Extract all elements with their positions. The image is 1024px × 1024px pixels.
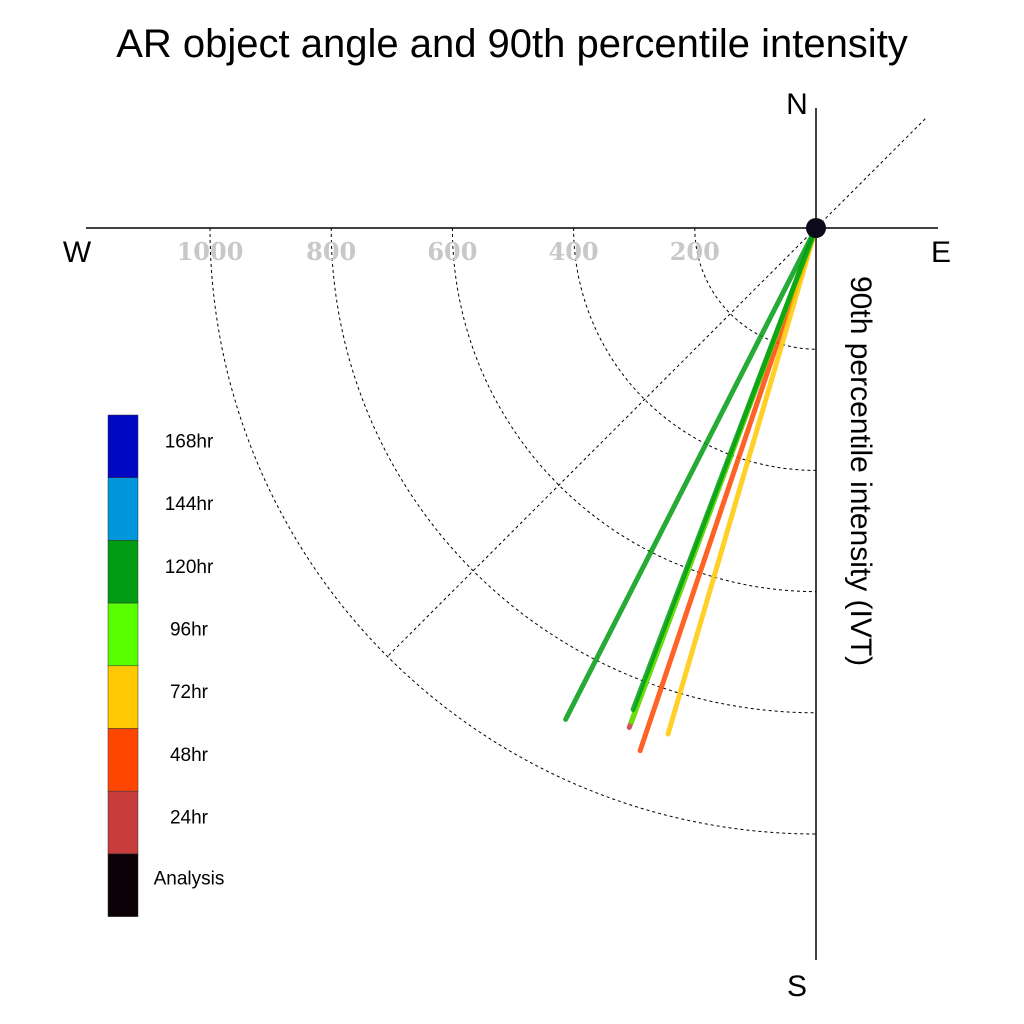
legend-label: Analysis [154,868,225,889]
legend-swatch-168hr [107,414,139,478]
grid-diagonal [387,118,926,657]
grid-arc-400 [573,227,817,471]
radial-tick-labels: 200 400 600 800 1000 [177,237,720,266]
legend-swatch-24hr [107,790,139,855]
vector-120hr [563,225,819,722]
compass-north-label: N [786,88,808,121]
radial-tick-label: 600 [427,237,477,266]
radial-tick-label: 800 [306,237,356,266]
vector-72hr [665,225,819,737]
polar-grid [209,118,926,835]
legend: 168hr 144hr 120hr 96hr 72hr 48hr 24hr Analysis [107,414,225,917]
legend-swatch-96hr [107,602,139,667]
radial-tick-label: 400 [549,237,599,266]
legend-swatch-analysis [107,853,139,917]
vector-48hr [637,225,819,754]
legend-swatch-120hr [107,540,139,604]
vector-series [563,225,819,754]
compass-south-label: S [787,970,807,1003]
legend-label: 24hr [170,808,209,829]
origin-marker [806,218,826,238]
legend-label: 168hr [165,431,214,452]
legend-label: 120hr [165,557,214,578]
radial-tick-label: 200 [670,237,720,266]
legend-swatch-72hr [107,665,139,729]
legend-label: 144hr [165,494,214,515]
radial-tick-label: 1000 [177,237,244,266]
grid-arc-800 [330,227,817,714]
legend-swatch-48hr [107,728,139,792]
compass-east-label: E [931,236,951,269]
legend-swatch-144hr [107,477,139,541]
grid-arc-600 [451,227,817,593]
legend-label: 96hr [170,619,209,640]
grid-arc-200 [694,227,817,350]
compass-west-label: W [63,236,92,269]
grid-arc-1000 [209,227,817,835]
legend-label: 48hr [170,745,209,766]
legend-label: 72hr [170,682,209,703]
vector-120hr [630,225,819,713]
chart-title: AR object angle and 90th percentile inte… [116,22,908,66]
y-axis-label: 90th percentile intensity (IVT) [844,276,877,666]
